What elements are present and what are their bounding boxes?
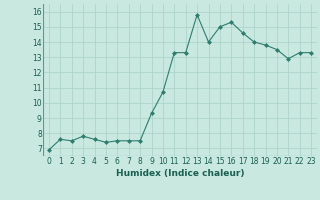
X-axis label: Humidex (Indice chaleur): Humidex (Indice chaleur) (116, 169, 244, 178)
